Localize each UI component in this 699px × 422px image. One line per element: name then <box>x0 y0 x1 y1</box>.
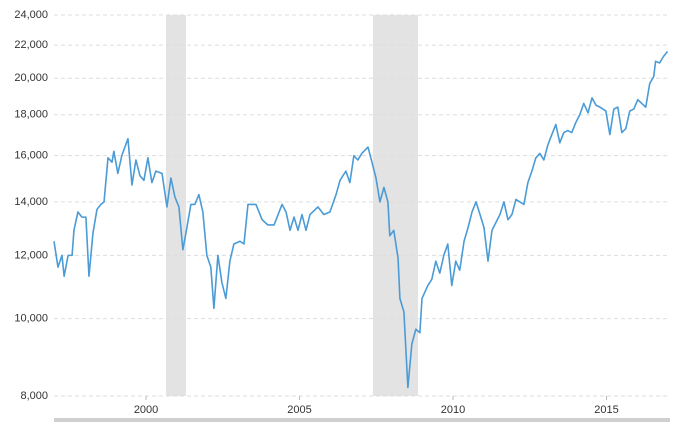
y-tick-label: 18,000 <box>14 109 48 121</box>
y-tick-label: 22,000 <box>14 39 48 51</box>
y-tick-label: 8,000 <box>20 390 48 402</box>
y-tick-label: 16,000 <box>14 150 48 162</box>
y-tick-label: 24,000 <box>14 9 48 21</box>
x-tick-label: 2015 <box>594 404 618 416</box>
y-tick-label: 12,000 <box>14 249 48 261</box>
x-tick-label: 2000 <box>134 404 158 416</box>
recession-band <box>166 15 186 396</box>
y-tick-label: 10,000 <box>14 313 48 325</box>
y-tick-label: 14,000 <box>14 196 48 208</box>
x-tick-label: 2005 <box>287 404 311 416</box>
recession-band <box>372 15 419 396</box>
x-tick-label: 2010 <box>441 404 465 416</box>
y-tick-label: 20,000 <box>14 72 48 84</box>
scrollbar <box>54 418 670 422</box>
data-line <box>53 51 669 389</box>
